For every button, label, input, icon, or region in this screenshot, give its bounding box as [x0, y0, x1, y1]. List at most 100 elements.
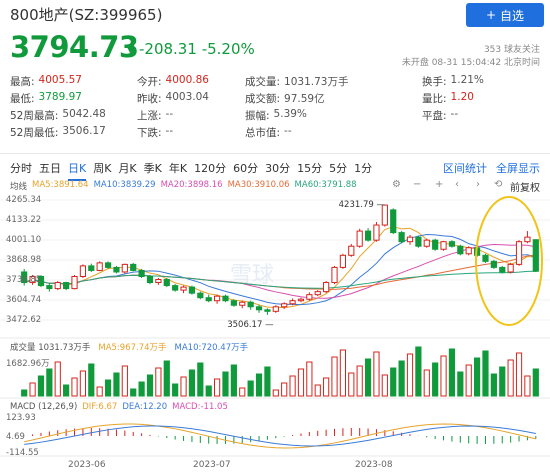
legend-item: MA20:3898.16: [160, 180, 223, 190]
volume-bar: [339, 349, 347, 397]
candle-body: [364, 230, 372, 241]
quote-row: 最低: 3789.97 昨收: 4003.04 成交额: 97.59亿 量比: 1.20: [10, 90, 540, 107]
volume-bar: [130, 388, 137, 397]
zoom-out-icon[interactable]: −: [413, 179, 422, 190]
candle-body: [440, 241, 447, 250]
tab-120分[interactable]: 120分: [194, 162, 227, 175]
candle-body: [515, 241, 523, 265]
volume-bar: [54, 361, 61, 397]
legend-item: MA60:3791.88: [294, 180, 357, 190]
quote-key: 52周最低:: [10, 127, 59, 139]
candle-body: [46, 285, 53, 290]
tool-区间统计[interactable]: 区间统计: [443, 162, 487, 175]
volume-bar: [37, 375, 45, 397]
quote-cell: 52周最低: 3506.17: [10, 125, 137, 140]
chart-tools: 区间统计 全屏显示: [443, 160, 540, 176]
volume-bar: [197, 362, 204, 397]
last-price: 3794.73: [10, 30, 139, 64]
quote-key: 最低:: [10, 93, 35, 105]
volume-legend: 成交量 1031.73万手 MA5:967.74万手 MA10:720.47万手: [10, 341, 248, 353]
candle-body: [79, 265, 87, 277]
volume-bar: [306, 361, 313, 397]
quote-value: --: [165, 108, 174, 120]
tab-季K[interactable]: 季K: [143, 162, 162, 175]
candle-body: [230, 300, 237, 306]
quote-cell: 量比: 1.20: [422, 91, 540, 106]
x-label: 2023-06: [68, 460, 106, 470]
volume-bar: [21, 389, 28, 397]
candle-body: [281, 303, 288, 308]
y-label: -114.55: [6, 448, 39, 458]
candle-body: [465, 247, 472, 255]
tab-30分[interactable]: 30分: [265, 162, 291, 175]
tab-年K[interactable]: 年K: [168, 162, 188, 175]
tab-五日[interactable]: 五日: [39, 162, 61, 175]
quote-cell: 平盘: --: [422, 108, 540, 123]
tab-60分[interactable]: 60分: [233, 162, 259, 175]
y-label: 3736.85: [6, 275, 42, 285]
volume-bar: [373, 351, 380, 397]
candle-body: [71, 275, 78, 290]
quote-key: 上涨:: [137, 110, 162, 122]
adjust-mode-select[interactable]: 前复权: [510, 183, 540, 194]
followers-count[interactable]: 353 球友关注: [483, 45, 540, 55]
candle-body: [356, 230, 363, 247]
tab-月K[interactable]: 月K: [118, 162, 137, 175]
quote-cell: 今开: 4000.86: [137, 74, 245, 89]
volume-bar: [524, 375, 531, 397]
change-value: -208.31: [139, 40, 197, 58]
quote-value: --: [284, 125, 292, 137]
tab-1分[interactable]: 1分: [354, 162, 373, 175]
macd-legend: MACD (12,26,9) DIF:6.67 DEA:12.20 MACD:-11.…: [10, 402, 228, 412]
tab-周K[interactable]: 周K: [93, 162, 112, 175]
quote-key: 成交额:: [245, 93, 281, 105]
volume-bar: [255, 373, 263, 397]
tab-15分[interactable]: 15分: [297, 162, 323, 175]
legend-item: MA5:967.74万手: [98, 343, 167, 353]
settings-icon[interactable]: ⚙: [392, 179, 401, 190]
volume-bar: [490, 373, 497, 397]
volume-bar: [230, 364, 237, 397]
y-label: 3868.98: [6, 255, 42, 265]
y-label: 4265.34: [6, 195, 42, 205]
candle-body: [205, 297, 212, 302]
legend-item: MA10:3839.29: [93, 180, 156, 190]
candle-body: [482, 254, 489, 262]
quote-value: 4005.57: [38, 74, 82, 86]
quote-key: 下跌:: [137, 127, 162, 139]
zoom-in-icon[interactable]: +: [435, 179, 444, 190]
candle-body: [432, 239, 439, 250]
next-icon[interactable]: ›: [476, 179, 480, 190]
volume-bar: [272, 389, 279, 397]
tool-全屏显示[interactable]: 全屏显示: [496, 162, 540, 175]
candle-body: [138, 269, 145, 277]
candle-body: [390, 209, 397, 234]
quote-value: 4000.86: [165, 74, 209, 86]
volume-bar: [281, 382, 288, 397]
quote-cell: 振幅: 5.39%: [245, 108, 422, 123]
prev-icon[interactable]: ‹: [455, 179, 459, 190]
reset-icon[interactable]: ⟲: [494, 179, 503, 190]
tab-分时[interactable]: 分时: [10, 162, 32, 175]
volume-bar: [213, 378, 221, 397]
tab-5分[interactable]: 5分: [329, 162, 348, 175]
quote-value: 5.39%: [273, 108, 307, 120]
volume-bar: [440, 355, 447, 397]
candle-body: [21, 271, 28, 284]
tab-日K[interactable]: 日K: [68, 160, 87, 181]
candle-body: [406, 236, 414, 243]
volume-bar: [448, 348, 456, 397]
volume-bar: [398, 360, 405, 397]
quote-value: --: [450, 108, 459, 120]
volume-bar: [146, 374, 154, 397]
add-watchlist-button[interactable]: + 自选: [466, 3, 544, 27]
volume-bar: [104, 379, 112, 397]
quote-cell: 成交额: 97.59亿: [245, 91, 422, 106]
volume-bar: [180, 376, 187, 397]
quote-cell: 最高: 4005.57: [10, 74, 137, 89]
volume-bar: [323, 377, 330, 397]
volume-bar: [507, 359, 514, 397]
quote-key: 振幅:: [245, 110, 270, 122]
